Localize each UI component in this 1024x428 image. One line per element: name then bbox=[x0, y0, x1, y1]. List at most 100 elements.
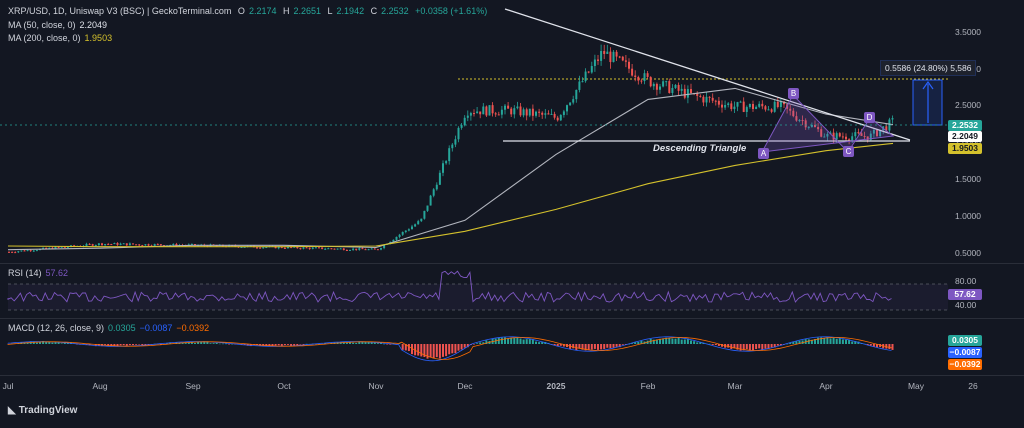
candle-body bbox=[649, 76, 652, 87]
macd-histogram-bar bbox=[178, 343, 181, 344]
macd-histogram-bar bbox=[755, 344, 758, 350]
low-label: L bbox=[327, 6, 333, 16]
macd-tag: 0.0305 bbox=[948, 335, 982, 346]
candle-body bbox=[525, 109, 528, 116]
macd-histogram-bar bbox=[866, 344, 869, 346]
macd-histogram-bar bbox=[426, 344, 429, 359]
candle-body bbox=[101, 243, 103, 246]
candle-body bbox=[8, 251, 10, 253]
candle-body bbox=[330, 248, 333, 250]
candle-body bbox=[73, 245, 76, 247]
candle-body bbox=[519, 106, 522, 116]
time-tick: May bbox=[907, 381, 925, 391]
candle-body bbox=[770, 109, 773, 112]
macd-histogram-bar bbox=[184, 343, 187, 344]
candle-body bbox=[308, 247, 311, 249]
candle-body bbox=[767, 109, 770, 111]
candle-body bbox=[460, 125, 463, 128]
close-value: 2.2532 bbox=[381, 6, 409, 16]
macd-histogram-bar bbox=[690, 340, 692, 344]
macd-histogram-bar bbox=[612, 344, 615, 348]
time-tick: Sep bbox=[185, 381, 201, 391]
macd-histogram-bar bbox=[423, 344, 426, 358]
candle-body bbox=[240, 247, 243, 249]
measure-arrow-head bbox=[922, 80, 934, 90]
macd-histogram-bar bbox=[584, 344, 587, 351]
pane-divider-macd[interactable] bbox=[0, 318, 1024, 319]
low-value: 2.1942 bbox=[336, 6, 365, 16]
macd-histogram-bar bbox=[414, 344, 417, 356]
candle-body bbox=[851, 136, 854, 141]
candle-body bbox=[662, 81, 665, 87]
candle-body bbox=[26, 250, 29, 252]
macd-histogram-bar bbox=[789, 342, 792, 344]
pattern-point-d[interactable]: D bbox=[864, 112, 875, 123]
macd-histogram-bar bbox=[349, 342, 351, 344]
macd-histogram-bar bbox=[305, 343, 308, 345]
candle-body bbox=[138, 244, 141, 246]
macd-histogram-bar bbox=[519, 338, 522, 344]
candle-body bbox=[624, 60, 627, 62]
candle-body bbox=[476, 111, 479, 114]
tradingview-logo[interactable]: ◣ TradingView bbox=[8, 405, 77, 416]
macd-histogram-bar bbox=[181, 343, 184, 344]
candle-body bbox=[355, 248, 358, 250]
time-tick: Apr bbox=[819, 381, 833, 391]
macd-histogram-bar bbox=[556, 344, 559, 347]
macd-histogram-bar bbox=[798, 340, 801, 344]
macd-histogram-bar bbox=[383, 343, 386, 345]
candle-body bbox=[494, 113, 497, 115]
macd-histogram-bar bbox=[513, 338, 516, 344]
macd-histogram-bar bbox=[479, 342, 482, 344]
pattern-point-b[interactable]: B bbox=[788, 88, 799, 99]
candle-body bbox=[758, 103, 761, 107]
time-tick: Nov bbox=[368, 381, 384, 391]
macd-histogram-bar bbox=[438, 344, 441, 359]
candle-body bbox=[779, 101, 782, 107]
candle-body bbox=[23, 250, 26, 252]
candle-body bbox=[314, 247, 317, 249]
macd-histogram-bar bbox=[60, 343, 63, 344]
candle-body bbox=[150, 245, 153, 247]
pattern-point-a[interactable]: A bbox=[758, 148, 769, 159]
macd-histogram-bar bbox=[522, 339, 525, 344]
candle-body bbox=[714, 100, 717, 102]
candle-body bbox=[646, 73, 649, 77]
pane-divider-rsi[interactable] bbox=[0, 263, 1024, 264]
pattern-point-c[interactable]: C bbox=[843, 146, 854, 157]
macd-histogram-bar bbox=[411, 344, 413, 355]
candle-body bbox=[798, 120, 801, 122]
candle-body bbox=[727, 103, 730, 106]
macd-histogram-bar bbox=[460, 344, 463, 350]
candle-body bbox=[668, 81, 671, 93]
macd-histogram-bar bbox=[355, 342, 358, 344]
macd-histogram-bar bbox=[243, 344, 246, 345]
macd-histogram-bar bbox=[779, 344, 782, 346]
macd-histogram-bar bbox=[113, 344, 116, 347]
macd-histogram-bar bbox=[358, 341, 361, 344]
candle-body bbox=[367, 249, 370, 251]
candle-body bbox=[609, 51, 612, 63]
macd-histogram-bar bbox=[389, 344, 392, 345]
macd-histogram-bar bbox=[770, 344, 773, 348]
tradingview-icon: ◣ bbox=[8, 405, 16, 416]
macd-histogram-bar bbox=[231, 343, 234, 345]
ma50-legend: MA (50, close, 0) 2.2049 bbox=[8, 20, 111, 30]
candle-body bbox=[857, 132, 860, 134]
candle-body bbox=[504, 105, 506, 110]
macd-legend: MACD (12, 26, close, 9) 0.0305 −0.0087 −0.0… bbox=[8, 323, 213, 333]
macd-histogram-bar bbox=[810, 339, 813, 344]
macd-histogram-bar bbox=[761, 344, 764, 350]
macd-histogram-bar bbox=[190, 342, 193, 344]
measure-label[interactable]: 0.5586 (24.80%) 5,586 bbox=[880, 60, 977, 76]
macd-signal-value: −0.0087 bbox=[139, 323, 173, 333]
time-tick: Jul bbox=[2, 381, 14, 391]
macd-histogram-bar bbox=[736, 344, 739, 350]
pattern-label: Descending Triangle bbox=[653, 143, 747, 154]
candle-body bbox=[848, 139, 851, 141]
macd-histogram-bar bbox=[869, 344, 872, 346]
macd-histogram-bar bbox=[82, 343, 85, 345]
macd-histogram-bar bbox=[801, 340, 804, 344]
macd-histogram-bar bbox=[618, 344, 621, 348]
